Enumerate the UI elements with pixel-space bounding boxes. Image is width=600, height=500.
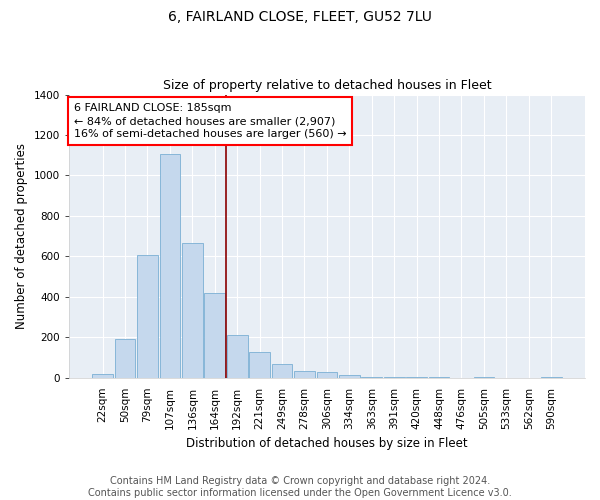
Y-axis label: Number of detached properties: Number of detached properties	[15, 143, 28, 329]
Bar	[272, 364, 292, 378]
Bar	[294, 372, 315, 378]
Bar	[406, 377, 427, 378]
Bar	[250, 352, 270, 378]
Text: Contains HM Land Registry data © Crown copyright and database right 2024.
Contai: Contains HM Land Registry data © Crown c…	[88, 476, 512, 498]
Bar	[160, 154, 180, 378]
Bar	[205, 292, 225, 378]
Bar	[137, 255, 158, 378]
Bar	[541, 376, 562, 378]
X-axis label: Distribution of detached houses by size in Fleet: Distribution of detached houses by size …	[186, 437, 468, 450]
Bar	[182, 243, 203, 378]
Bar	[384, 376, 404, 378]
Bar	[339, 376, 359, 378]
Bar	[361, 376, 382, 378]
Title: Size of property relative to detached houses in Fleet: Size of property relative to detached ho…	[163, 79, 491, 92]
Bar	[115, 339, 136, 378]
Bar	[227, 335, 248, 378]
Text: 6 FAIRLAND CLOSE: 185sqm
← 84% of detached houses are smaller (2,907)
16% of sem: 6 FAIRLAND CLOSE: 185sqm ← 84% of detach…	[74, 103, 347, 140]
Text: 6, FAIRLAND CLOSE, FLEET, GU52 7LU: 6, FAIRLAND CLOSE, FLEET, GU52 7LU	[168, 10, 432, 24]
Bar	[317, 372, 337, 378]
Bar	[92, 374, 113, 378]
